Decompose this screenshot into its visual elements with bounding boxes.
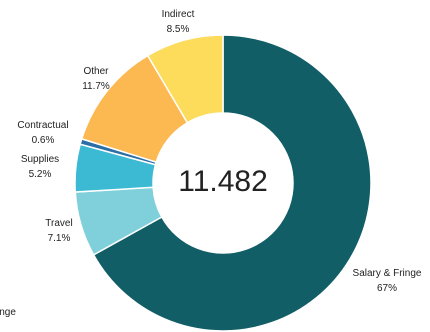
slice-category-label: Indirect — [162, 9, 195, 20]
cropped-label-fragment: inge — [0, 307, 16, 318]
slice-value-label: 11.7% — [82, 81, 110, 92]
slices — [74, 34, 372, 332]
slice-value-label: 8.5% — [167, 24, 190, 35]
slice-salary-and-fringe — [92, 34, 372, 332]
slice-category-label: Travel — [45, 218, 72, 229]
center-total-label: 11.482 — [178, 165, 268, 198]
slice-indirect — [146, 34, 224, 124]
slice-value-label: 7.1% — [48, 233, 71, 244]
slice-value-label: 5.2% — [29, 169, 52, 180]
slice-value-label: 0.6% — [32, 135, 55, 146]
slice-category-label: Contractual — [17, 120, 68, 131]
slice-category-label: Other — [83, 66, 109, 77]
slice-labels: Salary & Fringe 67% Travel 7.1% Supplies 5.2%… — [17, 9, 421, 294]
slice-value-label: 67% — [377, 283, 397, 294]
slice-category-label: Salary & Fringe — [353, 268, 422, 279]
slice-category-label: Supplies — [21, 154, 59, 165]
